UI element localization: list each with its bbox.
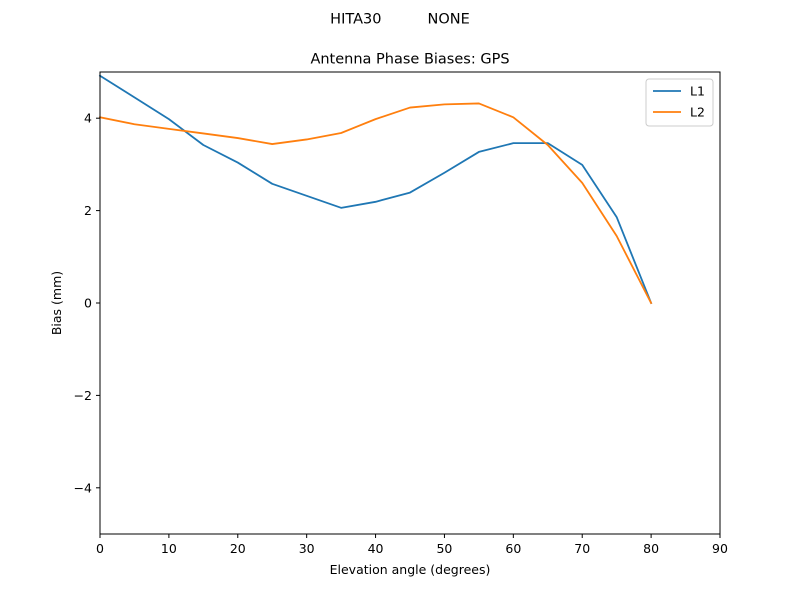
- x-axis-label: Elevation angle (degrees): [330, 562, 491, 577]
- y-tick-label: 0: [84, 296, 92, 311]
- x-tick-label: 70: [574, 541, 590, 556]
- y-tick-label: 2: [84, 203, 92, 218]
- x-tick-label: 50: [436, 541, 452, 556]
- plot-frame: [99, 71, 721, 535]
- x-tick-label: 30: [299, 541, 315, 556]
- y-axis-ticks: −4 −2 0 2 4: [74, 111, 100, 495]
- x-tick-label: 80: [643, 541, 659, 556]
- y-axis-label: Bias (mm): [49, 271, 64, 335]
- x-tick-label: 60: [505, 541, 521, 556]
- x-tick-label: 40: [368, 541, 384, 556]
- chart-title: Antenna Phase Biases: GPS: [310, 52, 509, 68]
- y-tick-label: −2: [74, 388, 92, 403]
- series-layer: [98, 74, 653, 305]
- x-tick-label: 10: [161, 541, 177, 556]
- x-tick-label: 0: [96, 541, 104, 556]
- legend-label-l1: L1: [690, 84, 705, 99]
- x-axis-ticks: 0 10 20 30 40 50 60 70 80 90: [96, 534, 728, 556]
- series-line-l1: [98, 74, 653, 305]
- series-line-l2: [98, 102, 653, 305]
- x-tick-label: 20: [230, 541, 246, 556]
- legend-label-l2: L2: [690, 105, 705, 120]
- x-tick-label: 90: [712, 541, 728, 556]
- y-tick-label: −4: [74, 480, 92, 495]
- y-tick-label: 4: [84, 111, 92, 126]
- figure-suptitle: HITA30 NONE: [330, 12, 470, 28]
